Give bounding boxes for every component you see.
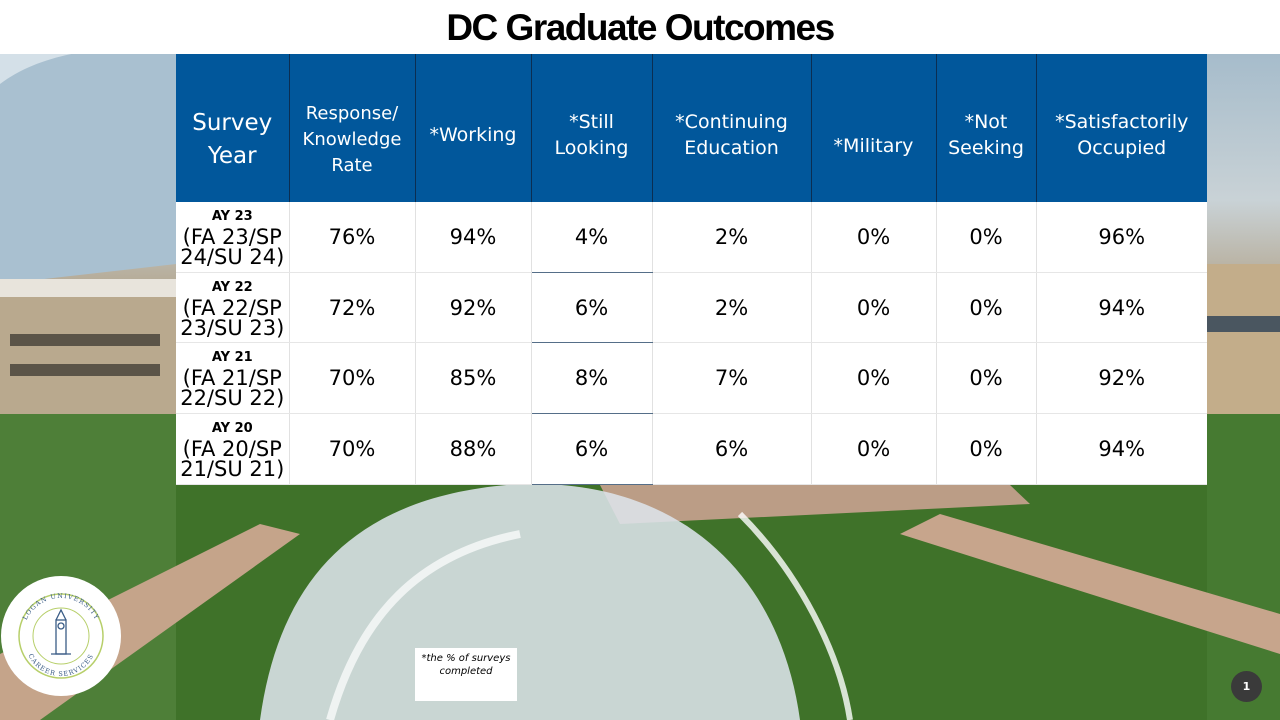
table-row: AY 22 (FA 22/SP 23/SU 23) 72% 92% 6% 2% … [176,272,1207,344]
satisfactorily-occupied-cell: 92% [1036,342,1207,415]
working-cell: 94% [415,202,532,273]
continuing-education-cell: 2% [652,202,812,273]
satisfactorily-occupied-cell: 94% [1036,272,1207,344]
still-looking-cell: 6% [531,272,653,344]
table-row: AY 20 (FA 20/SP 21/SU 21) 70% 88% 6% 6% … [176,413,1207,485]
slide-title: DC Graduate Outcomes [446,7,835,48]
response-rate-cell: 70% [289,342,416,415]
slide-number-badge: 1 [1231,671,1262,702]
survey-year-cell: AY 21 (FA 21/SP 22/SU 22) [176,342,290,415]
continuing-education-cell: 6% [652,413,812,485]
footnote: *the % of surveys completed [415,648,517,701]
graduate-outcomes-table: Survey Year Response/ Knowledge Rate *Wo… [176,54,1207,485]
table-row: AY 23 (FA 23/SP 24/SU 24) 76% 94% 4% 2% … [176,202,1207,273]
header-satisfactorily-occupied: *Satisfactorily Occupied [1036,54,1207,202]
header-survey-year: Survey Year [176,54,290,202]
military-cell: 0% [811,202,937,273]
year-label: AY 20 [211,421,253,437]
survey-year-cell: AY 22 (FA 22/SP 23/SU 23) [176,272,290,344]
header-working: *Working [415,54,532,202]
satisfactorily-occupied-cell: 96% [1036,202,1207,273]
satisfactorily-occupied-cell: 94% [1036,413,1207,485]
not-seeking-cell: 0% [936,202,1037,273]
table-row: AY 21 (FA 21/SP 22/SU 22) 70% 85% 8% 7% … [176,342,1207,415]
header-still-looking: *Still Looking [531,54,653,202]
table-header-row: Survey Year Response/ Knowledge Rate *Wo… [176,54,1207,202]
clock-tower-icon [51,608,71,655]
still-looking-cell: 8% [531,342,653,415]
working-cell: 88% [415,413,532,485]
military-cell: 0% [811,342,937,415]
working-cell: 92% [415,272,532,344]
year-label: AY 23 [211,208,253,224]
header-military: *Military [811,54,937,202]
response-rate-cell: 72% [289,272,416,344]
continuing-education-cell: 7% [652,342,812,415]
military-cell: 0% [811,272,937,344]
year-terms: (FA 23/SP 24/SU 24) [180,224,285,269]
response-rate-cell: 76% [289,202,416,273]
career-services-logo: LOGAN UNIVERSITY CAREER SERVICES [1,576,121,696]
title-bar: DC Graduate Outcomes [0,0,1280,54]
year-terms: (FA 20/SP 21/SU 21) [180,437,285,482]
header-not-seeking: *Not Seeking [936,54,1037,202]
header-continuing-education: *Continuing Education [652,54,812,202]
not-seeking-cell: 0% [936,272,1037,344]
survey-year-cell: AY 20 (FA 20/SP 21/SU 21) [176,413,290,485]
response-rate-cell: 70% [289,413,416,485]
logo-emblem: LOGAN UNIVERSITY CAREER SERVICES [18,592,104,679]
military-cell: 0% [811,413,937,485]
not-seeking-cell: 0% [936,342,1037,415]
still-looking-cell: 4% [531,202,653,273]
survey-year-cell: AY 23 (FA 23/SP 24/SU 24) [176,202,290,273]
not-seeking-cell: 0% [936,413,1037,485]
header-response-rate: Response/ Knowledge Rate [289,54,416,202]
working-cell: 85% [415,342,532,415]
year-label: AY 22 [211,279,253,295]
year-label: AY 21 [211,350,253,366]
still-looking-cell: 6% [531,413,653,485]
continuing-education-cell: 2% [652,272,812,344]
year-terms: (FA 22/SP 23/SU 23) [180,295,285,340]
year-terms: (FA 21/SP 22/SU 22) [180,366,285,411]
